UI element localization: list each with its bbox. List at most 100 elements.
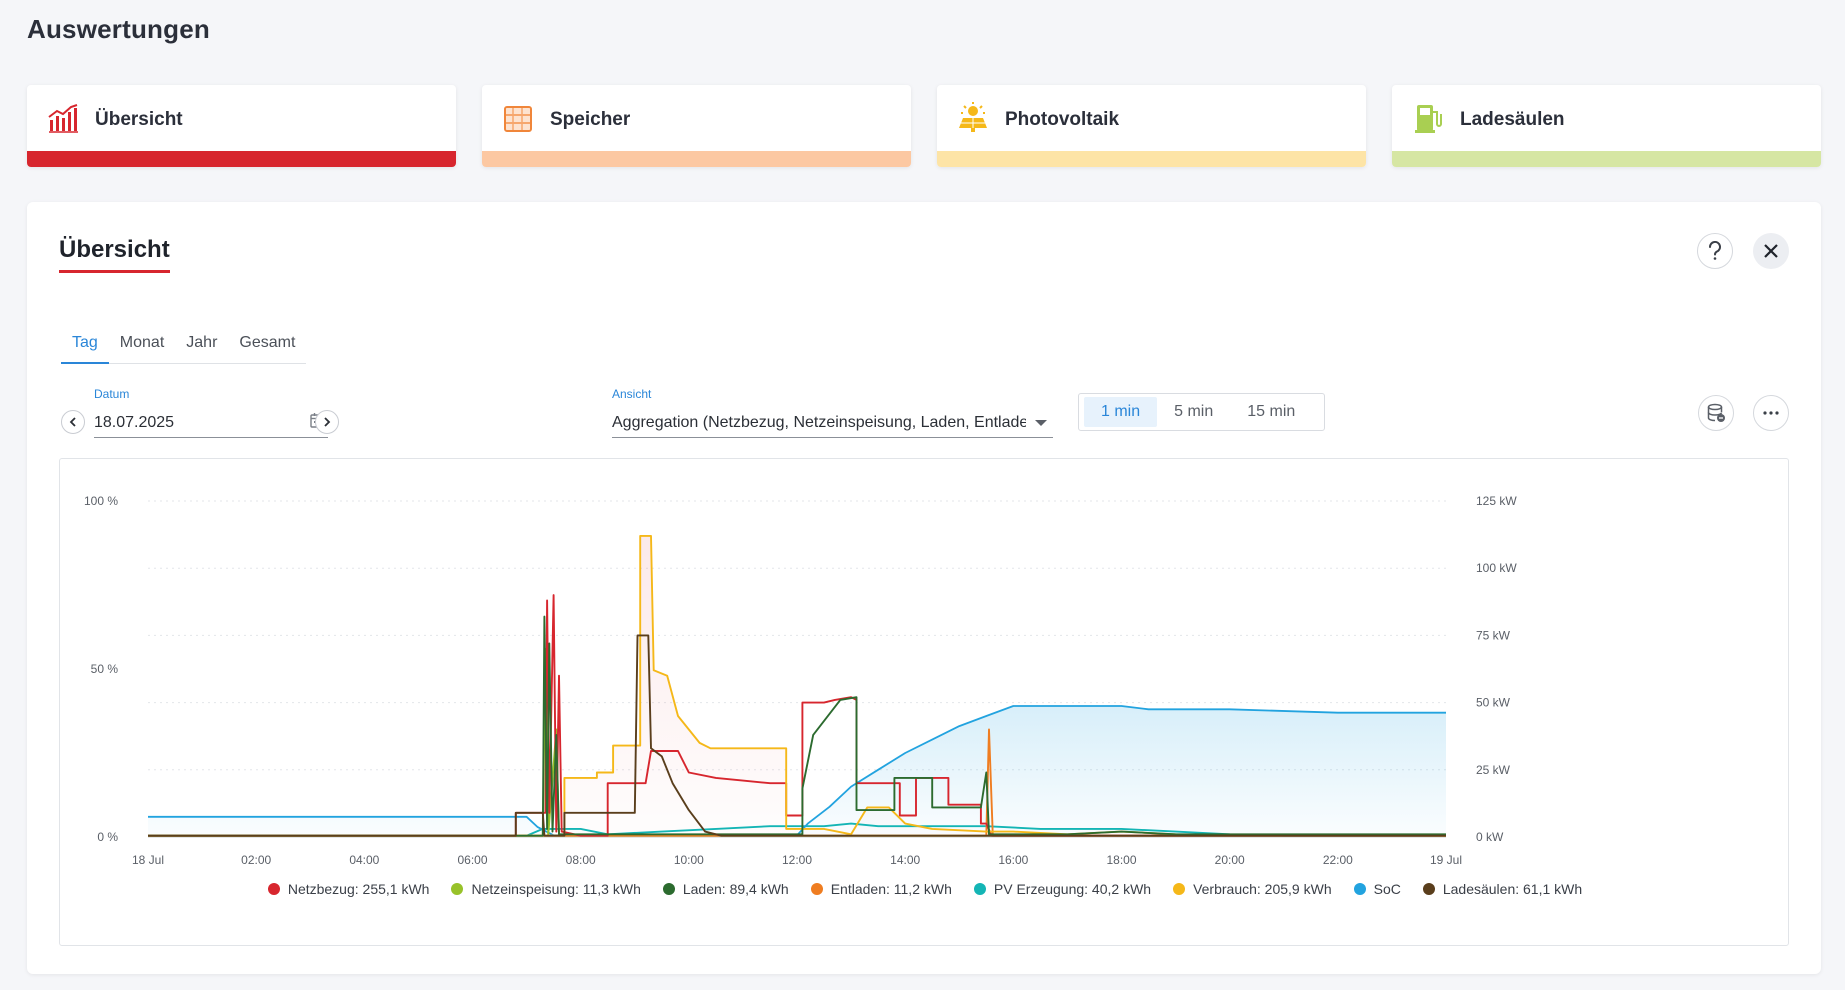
previous-day-button[interactable]: [61, 410, 85, 434]
data-export-button[interactable]: [1698, 395, 1734, 431]
series-line-ladesäulen: [148, 634, 1446, 837]
y-right-tick-label: 125 kW: [1476, 494, 1517, 508]
legend-label: PV Erzeugung: 40,2 kWh: [993, 881, 1152, 897]
chart-container: 0 kW 25 kW 50 kW 75 kW 100 kW 125 kW 0 % 50 % 10…: [59, 458, 1789, 946]
tab-monat[interactable]: Monat: [119, 334, 165, 351]
question-icon: [1708, 241, 1721, 260]
y-right-tick-label: 0 kW: [1476, 830, 1504, 844]
charging-station-icon: [1415, 105, 1442, 133]
legend-label: Laden: 89,4 kWh: [682, 881, 789, 897]
x-tick-label: 08:00: [566, 853, 596, 867]
series-area-soc: [148, 706, 1446, 837]
card-label: Ladesäulen: [1460, 109, 1565, 130]
caret-down-icon: [1035, 420, 1047, 426]
x-tick-label: 19 Jul: [1430, 853, 1462, 867]
y-right-tick-label: 100 kW: [1476, 561, 1517, 575]
legend-dot-icon: [1173, 883, 1186, 895]
view-select-value: Aggregation (Netzbezug, Netzeinspeisung,…: [612, 414, 1026, 431]
legend-dot-icon: [451, 883, 464, 895]
legend-dot-icon: [973, 883, 986, 895]
legend-label: Netzbezug: 255,1 kWh: [287, 881, 430, 897]
series-line-verbrauch: [148, 534, 1447, 837]
chevron-left-icon: [69, 417, 76, 427]
interval-15min-button[interactable]: 15 min: [1247, 403, 1296, 420]
more-options-button[interactable]: [1753, 395, 1789, 431]
close-icon: [1764, 244, 1778, 258]
database-icon: [1707, 403, 1725, 422]
legend-item[interactable]: Entladen: 11,2 kWh: [810, 881, 952, 897]
view-select[interactable]: Aggregation (Netzbezug, Netzeinspeisung,…: [612, 406, 1053, 438]
panel-title: Übersicht: [59, 236, 170, 273]
tab-jahr[interactable]: Jahr: [186, 334, 218, 351]
tab-tag[interactable]: Tag: [61, 322, 109, 364]
next-day-button[interactable]: [315, 410, 339, 434]
y-left-tick-label: 100 %: [84, 494, 118, 508]
x-tick-label: 02:00: [241, 853, 271, 867]
period-tabs: Tag Monat Jahr Gesamt: [61, 322, 307, 364]
legend-item[interactable]: Verbrauch: 205,9 kWh: [1173, 881, 1332, 897]
legend-label: Verbrauch: 205,9 kWh: [1193, 881, 1332, 897]
card-indicator-bar: [27, 151, 456, 167]
y-right-tick-label: 75 kW: [1476, 628, 1511, 642]
legend-item[interactable]: SoC: [1353, 881, 1401, 897]
y-left-tick-label: 50 %: [91, 662, 119, 676]
card-photovoltaik[interactable]: Photovoltaik: [937, 85, 1366, 167]
x-tick-label: 20:00: [1215, 853, 1245, 867]
legend-label: SoC: [1373, 881, 1401, 897]
legend-item[interactable]: Netzeinspeisung: 11,3 kWh: [451, 881, 641, 897]
x-tick-label: 14:00: [890, 853, 920, 867]
close-button[interactable]: [1753, 233, 1789, 269]
x-tick-label: 22:00: [1323, 853, 1353, 867]
category-cards: Übersicht Speicher Photovoltaik: [27, 85, 1821, 167]
interval-toggle: 1 min 5 min 15 min: [1078, 393, 1325, 431]
legend-dot-icon: [662, 883, 675, 895]
card-indicator-bar: [482, 151, 911, 167]
legend-dot-icon: [810, 883, 823, 895]
legend-item[interactable]: Netzbezug: 255,1 kWh: [267, 881, 430, 897]
date-value: 18.07.2025: [94, 414, 175, 431]
card-speicher[interactable]: Speicher: [482, 85, 911, 167]
x-tick-label: 06:00: [457, 853, 487, 867]
y-right-tick-label: 50 kW: [1476, 696, 1511, 710]
date-field[interactable]: 18.07.2025: [94, 406, 328, 438]
legend-dot-icon: [1422, 883, 1435, 895]
interval-1min-button[interactable]: 1 min: [1084, 397, 1158, 427]
card-indicator-bar: [937, 151, 1366, 167]
x-tick-label: 16:00: [998, 853, 1028, 867]
legend-label: Ladesäulen: 61,1 kWh: [1442, 881, 1583, 897]
chart-legend: Netzbezug: 255,1 kWh Netzeinspeisung: 11,…: [60, 881, 1790, 897]
y-right-tick-label: 25 kW: [1476, 763, 1511, 777]
series-line-pv-erzeugung: [148, 822, 1446, 837]
x-tick-label: 18 Jul: [132, 853, 164, 867]
legend-item[interactable]: Laden: 89,4 kWh: [662, 881, 789, 897]
x-tick-label: 18:00: [1106, 853, 1136, 867]
battery-storage-icon: [504, 106, 532, 132]
solar-panel-icon: [959, 102, 987, 132]
card-indicator-bar: [1392, 151, 1821, 167]
card-label: Photovoltaik: [1005, 109, 1120, 130]
legend-dot-icon: [1353, 883, 1366, 895]
date-label: Datum: [94, 387, 130, 401]
view-label: Ansicht: [612, 387, 652, 401]
legend-item[interactable]: PV Erzeugung: 40,2 kWh: [973, 881, 1152, 897]
legend-label: Netzeinspeisung: 11,3 kWh: [471, 881, 641, 897]
interval-5min-button[interactable]: 5 min: [1174, 403, 1214, 420]
card-uebersicht[interactable]: Übersicht: [27, 85, 456, 167]
x-tick-label: 04:00: [349, 853, 379, 867]
card-label: Speicher: [550, 109, 631, 130]
help-button[interactable]: [1697, 233, 1733, 269]
overview-panel: Übersicht Tag Monat Jahr Gesamt Datum 18…: [27, 202, 1821, 974]
energy-chart[interactable]: 0 kW 25 kW 50 kW 75 kW 100 kW 125 kW 0 % 50 % 10…: [60, 459, 1788, 869]
card-ladesaeulen[interactable]: Ladesäulen: [1392, 85, 1821, 167]
series-line-laden: [148, 615, 1446, 837]
more-horizontal-icon: [1763, 411, 1779, 415]
chevron-right-icon: [324, 417, 331, 427]
card-label: Übersicht: [95, 109, 183, 130]
x-tick-label: 12:00: [782, 853, 812, 867]
legend-label: Entladen: 11,2 kWh: [830, 881, 952, 897]
page-title: Auswertungen: [27, 14, 210, 44]
tab-gesamt[interactable]: Gesamt: [239, 334, 296, 351]
chart-icon: [48, 104, 78, 133]
legend-item[interactable]: Ladesäulen: 61,1 kWh: [1422, 881, 1583, 897]
x-tick-label: 10:00: [674, 853, 704, 867]
